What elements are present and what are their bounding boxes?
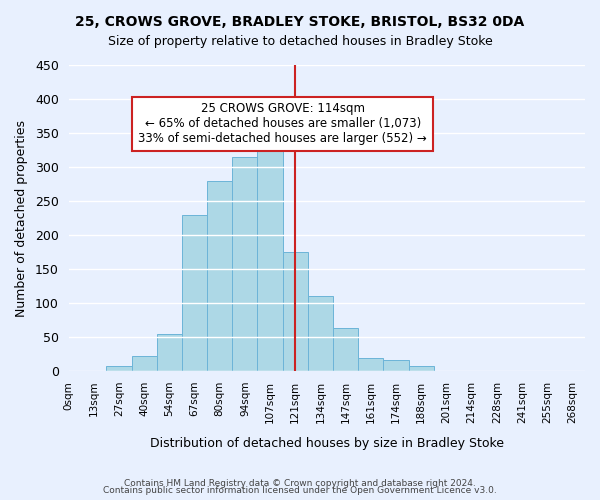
Text: 25 CROWS GROVE: 114sqm
← 65% of detached houses are smaller (1,073)
33% of semi-: 25 CROWS GROVE: 114sqm ← 65% of detached…	[139, 102, 427, 146]
Bar	[383, 360, 409, 372]
Bar	[308, 296, 333, 372]
Y-axis label: Number of detached properties: Number of detached properties	[15, 120, 28, 316]
Bar	[157, 334, 182, 372]
Bar	[207, 180, 232, 372]
Bar	[409, 366, 434, 372]
Text: 25, CROWS GROVE, BRADLEY STOKE, BRISTOL, BS32 0DA: 25, CROWS GROVE, BRADLEY STOKE, BRISTOL,…	[76, 15, 524, 29]
Bar	[358, 358, 383, 372]
Bar	[232, 157, 257, 372]
Bar	[333, 328, 358, 372]
Bar	[283, 252, 308, 372]
Bar	[257, 136, 283, 372]
Bar	[182, 214, 207, 372]
Bar	[106, 366, 131, 372]
X-axis label: Distribution of detached houses by size in Bradley Stoke: Distribution of detached houses by size …	[150, 437, 504, 450]
Text: Contains public sector information licensed under the Open Government Licence v3: Contains public sector information licen…	[103, 486, 497, 495]
Text: Size of property relative to detached houses in Bradley Stoke: Size of property relative to detached ho…	[107, 35, 493, 48]
Text: Contains HM Land Registry data © Crown copyright and database right 2024.: Contains HM Land Registry data © Crown c…	[124, 478, 476, 488]
Bar	[131, 356, 157, 372]
